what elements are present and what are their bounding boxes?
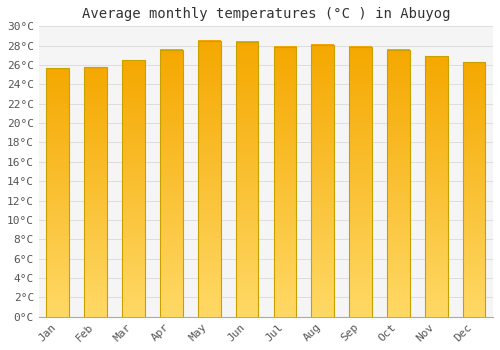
Bar (387, 49, 410, 317)
Title: Average monthly temperatures (°C ) in Abuyog: Average monthly temperatures (°C ) in Ab… (82, 7, 450, 21)
Bar (349, 47, 372, 317)
Bar (160, 49, 182, 317)
Bar (463, 62, 485, 317)
Bar (198, 41, 220, 317)
Bar (122, 60, 145, 317)
Bar (236, 42, 258, 317)
Bar (84, 67, 107, 317)
Bar (312, 45, 334, 317)
Bar (274, 47, 296, 317)
Bar (425, 56, 448, 317)
Bar (46, 68, 69, 317)
